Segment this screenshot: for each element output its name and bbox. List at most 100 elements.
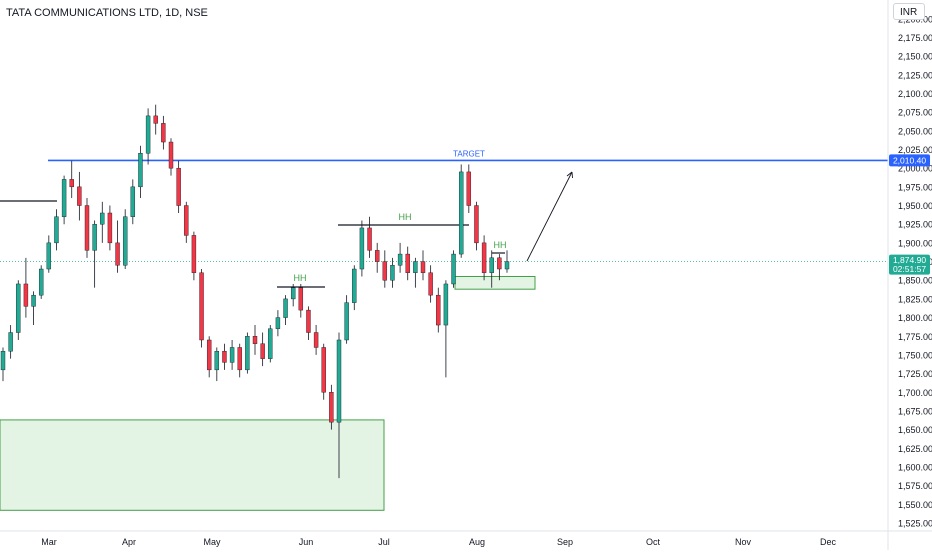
candle[interactable]: [298, 283, 304, 318]
candle[interactable]: [313, 325, 319, 355]
candle[interactable]: [176, 160, 181, 213]
candle[interactable]: [222, 343, 227, 370]
candle[interactable]: [359, 220, 365, 277]
candle[interactable]: [367, 216, 372, 258]
candle[interactable]: [61, 175, 67, 225]
price-tick-label: 1,550.00: [898, 500, 932, 510]
candle[interactable]: [122, 209, 128, 270]
target-price-label: 2,010.40: [893, 155, 926, 165]
chart-title: TATA COMMUNICATIONS LTD, 1D, NSE: [6, 7, 208, 19]
candle-body: [359, 227, 365, 270]
price-axis[interactable]: 2,200.002,175.002,150.002,125.002,100.00…: [887, 0, 932, 550]
price-tick-label: 2,175.00: [898, 33, 932, 43]
candle[interactable]: [474, 201, 479, 251]
candle[interactable]: [283, 295, 288, 326]
candle[interactable]: [115, 220, 120, 273]
candle-body: [428, 272, 433, 296]
candle[interactable]: [344, 295, 349, 344]
candle[interactable]: [161, 115, 166, 150]
candle[interactable]: [275, 310, 281, 337]
candle[interactable]: [107, 205, 113, 251]
candle[interactable]: [92, 220, 97, 288]
candle[interactable]: [436, 287, 441, 333]
candle[interactable]: [397, 242, 403, 273]
candle[interactable]: [214, 347, 220, 382]
price-tick-label: 2,050.00: [898, 126, 932, 136]
candle[interactable]: [77, 171, 82, 221]
candle-body: [46, 242, 52, 270]
projection-arrow: [526, 171, 573, 262]
candle[interactable]: [84, 198, 90, 258]
candle[interactable]: [497, 254, 502, 281]
candle[interactable]: [16, 280, 21, 340]
candle-body: [458, 171, 464, 255]
candle[interactable]: [191, 231, 197, 281]
candle[interactable]: [252, 325, 258, 355]
candle[interactable]: [260, 332, 265, 367]
candle[interactable]: [54, 209, 59, 251]
candle[interactable]: [306, 306, 311, 340]
price-tick-label: 1,975.00: [898, 182, 932, 192]
candles[interactable]: [0, 104, 510, 479]
candle[interactable]: [245, 332, 250, 374]
price-tick-label: 1,650.00: [898, 425, 932, 435]
candle[interactable]: [268, 325, 273, 363]
currency-button[interactable]: INR: [893, 3, 925, 20]
candle[interactable]: [8, 325, 13, 359]
candle[interactable]: [390, 257, 395, 288]
candle[interactable]: [290, 283, 296, 307]
candle-body: [69, 179, 74, 188]
trend-lines: [0, 159, 888, 288]
candle-body: [38, 268, 44, 296]
candle[interactable]: [336, 332, 342, 479]
candle[interactable]: [199, 269, 204, 348]
candle[interactable]: [481, 235, 487, 281]
candle[interactable]: [321, 343, 326, 400]
candle-body: [367, 227, 372, 251]
candle-body: [237, 347, 242, 371]
candle-body: [313, 332, 319, 348]
candle-body: [290, 287, 296, 300]
candle[interactable]: [138, 145, 143, 199]
candle[interactable]: [38, 265, 44, 299]
candle[interactable]: [405, 246, 410, 281]
current-price-label: 1,874.90: [893, 255, 926, 265]
candle[interactable]: [237, 343, 242, 378]
candle[interactable]: [168, 138, 174, 176]
candle[interactable]: [352, 265, 357, 311]
candle[interactable]: [23, 257, 29, 318]
candle[interactable]: [130, 179, 136, 225]
candle-body: [374, 250, 380, 262]
candle-body: [161, 123, 166, 143]
candle[interactable]: [0, 347, 6, 382]
candle-body: [474, 205, 479, 244]
candle[interactable]: [206, 336, 212, 378]
candle[interactable]: [229, 339, 235, 370]
candle[interactable]: [382, 250, 388, 288]
candle[interactable]: [46, 235, 52, 273]
candle[interactable]: [100, 201, 105, 243]
candle[interactable]: [451, 250, 456, 288]
candle[interactable]: [420, 250, 426, 281]
candle[interactable]: [184, 201, 189, 243]
candle[interactable]: [413, 257, 418, 288]
candle[interactable]: [31, 291, 36, 326]
candle[interactable]: [443, 280, 449, 378]
candle[interactable]: [374, 242, 380, 273]
candle[interactable]: [69, 160, 74, 199]
candle[interactable]: [466, 164, 472, 213]
candle[interactable]: [458, 164, 464, 258]
candle[interactable]: [153, 104, 158, 135]
candle-body: [84, 205, 90, 251]
candle[interactable]: [428, 265, 433, 303]
candle-body: [336, 339, 342, 423]
candle[interactable]: [504, 250, 510, 273]
time-axis[interactable]: Mar Apr May Jun Jul Aug Sep Oct Nov Dec: [0, 530, 932, 547]
candle[interactable]: [329, 384, 334, 430]
candle[interactable]: [145, 108, 151, 165]
candle[interactable]: [489, 250, 494, 288]
candle-body: [145, 115, 151, 154]
candle-body: [283, 298, 288, 318]
